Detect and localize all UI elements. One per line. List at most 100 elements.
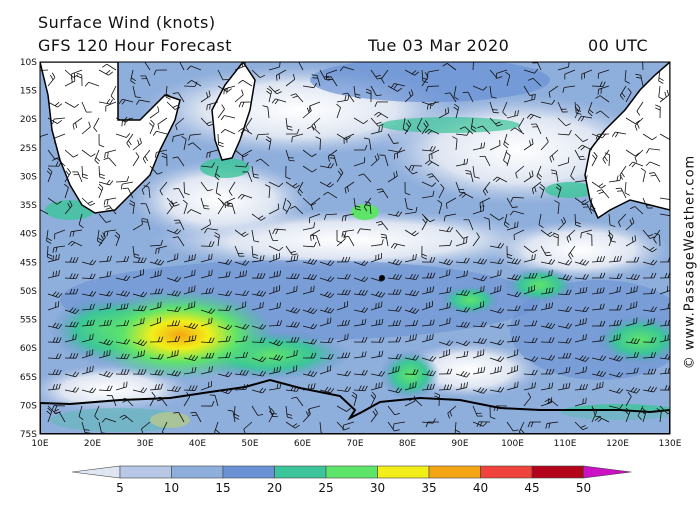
wind-barb [455,270,468,279]
wind-barb [81,101,92,113]
wind-barb [64,200,73,215]
wind-barb [625,337,640,345]
wind-barb [462,91,474,103]
wind-barb [217,69,229,81]
wind-barb [523,138,534,151]
wind-barb [234,260,250,266]
wind-barb [234,369,249,376]
colorbar-segment [480,465,533,479]
wind-barb [255,133,270,140]
wind-barb [234,335,248,343]
forecast-subtitle: GFS 120 Hour Forecast [38,36,233,55]
colorbar-tick: 30 [370,481,385,495]
wind-barb [608,273,623,279]
wind-barb [285,74,296,87]
wind-barb [404,333,417,343]
wind-barb [234,89,244,103]
colorbar-tick: 5 [116,481,124,495]
wind-barb [540,287,554,295]
wind-barb [506,305,521,312]
wind-barb [549,149,559,163]
wind-barb [438,317,451,327]
wind-barb [602,149,610,164]
wind-barb [115,256,130,263]
wind-barb [251,323,267,330]
wind-barb [268,285,281,295]
wind-barb [513,229,525,241]
wind-barb [141,421,151,434]
wind-barb [608,286,622,295]
wind-barb [472,387,488,394]
wind-barb [98,232,106,247]
wind-barb [545,421,559,429]
wind-barb [251,229,260,243]
wind-barb [506,245,513,260]
wind-barb [659,303,670,311]
wind-barb [204,228,219,234]
wind-barb [93,117,100,133]
wind-barb [523,392,532,407]
wind-barb [132,137,142,151]
wind-barb [353,351,367,359]
wind-barb [336,256,351,263]
wind-barb [238,79,253,87]
lat-label: 55S [20,316,37,326]
wind-barb [421,383,435,391]
wind-barb [173,411,185,423]
wind-barb [370,370,386,377]
wind-barb [217,200,225,215]
wind-barb [421,272,436,279]
wind-barb [149,269,162,279]
wind-barb [587,101,594,117]
wind-barb [302,323,318,330]
wind-barb [591,303,605,311]
wind-barb [387,273,402,280]
wind-barb [506,291,522,298]
wind-barb [625,285,638,295]
wind-barb [217,259,233,265]
wind-barb [149,258,165,266]
wind-barb [625,351,639,359]
wind-barb [615,187,627,199]
colorbar-tick: 15 [215,481,230,495]
wind-barb [658,85,664,100]
wind-barb [353,318,367,327]
wind-barb [646,148,661,154]
wind-barb [103,157,117,167]
wind-barb [506,197,518,208]
wind-barb [114,231,121,247]
wind-barb [81,387,97,394]
wind-barb [566,229,576,243]
valid-time: 00 UTC [588,36,649,55]
wind-zone [200,158,250,178]
wind-barb [455,382,468,391]
wind-barb [166,290,182,297]
wind-barb [370,291,386,298]
wind-field [40,62,670,434]
wind-barb [489,258,504,265]
wind-barb [442,63,457,71]
storm-core [85,290,275,380]
wind-barb [351,391,358,407]
wind-barb [444,92,457,103]
wind-barb [155,396,168,407]
wind-barb [591,256,606,263]
wind-barb [636,101,644,116]
wind-barb [319,317,332,327]
lat-label: 50S [20,287,37,297]
wind-barb [523,272,538,279]
wind-barb [659,89,670,103]
wind-barb [98,255,112,263]
wind-barb [72,117,83,130]
wind-barb [132,85,141,98]
wind-barb [438,269,451,279]
wind-barb [387,365,400,375]
lat-label: 30S [20,172,37,182]
wind-barb [64,75,76,87]
wind-barb [200,117,214,127]
wind-barb [619,165,627,180]
wind-barb [64,149,79,158]
wind-barb [523,382,536,391]
wind-barb [353,369,368,376]
wind-barb [489,356,505,362]
